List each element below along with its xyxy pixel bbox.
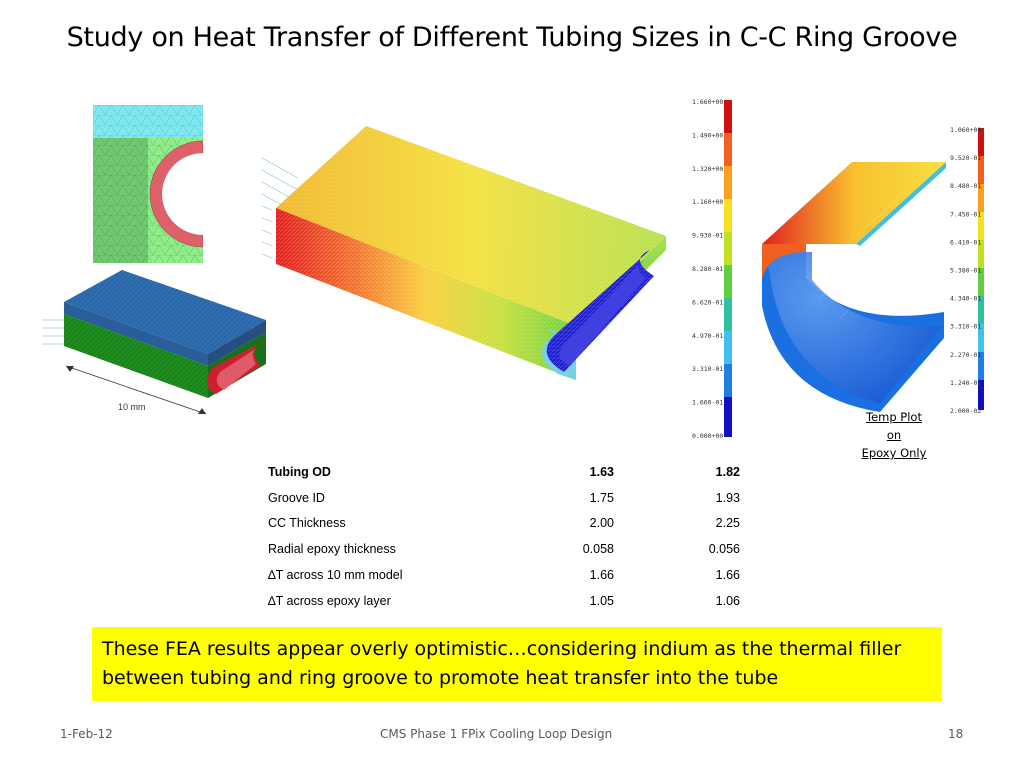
scale-tick-label: 1.060+00 [950,126,981,134]
row-value: 2.00 [589,516,614,531]
scale-tick-label: 0.000+00 [692,432,723,440]
scale-tick-label: 9.930-01 [692,232,723,240]
footer-title: CMS Phase 1 FPix Cooling Loop Design [380,727,613,741]
scale-bar [978,128,984,410]
row-value: 1.75 [589,490,614,505]
table-row: Tubing OD 1.63 1.82 [262,459,740,485]
temp-plot-label: Temp Plot on Epoxy Only [854,408,934,462]
scale-tick-label: 6.620-01 [692,298,723,306]
table-row: Groove ID 1.75 1.93 [262,485,740,511]
table-row: CC Thickness 2.00 2.25 [262,511,740,537]
scale-tick-label: 1.490+00 [692,131,723,139]
scale-tick-label: 1.160+00 [692,198,723,206]
scale-tick-label: 6.410-01 [950,238,981,246]
row-value: 0.058 [582,542,614,557]
row-value: 1.66 [715,568,740,583]
row-value: 1.93 [715,490,740,505]
scale-tick-label: 3.310-01 [692,365,723,373]
scale-tick-label: 5.380-01 [950,267,981,275]
scale-tick-label: 2.270-01 [950,351,981,359]
scale-tick-label: 4.340-01 [950,295,981,303]
conclusion-note: These FEA results appear overly optimist… [92,627,942,701]
row-value: 0.056 [708,542,740,557]
table-row: ∆T across epoxy layer 1.05 1.06 [262,588,740,614]
row-label: Radial epoxy thickness [268,542,396,557]
scale-tick-label: 1.240-01 [950,379,981,387]
row-value: 1.05 [589,593,614,608]
scale-tick-label: 7.450-01 [950,210,981,218]
temperature-plot-image [261,126,666,380]
row-value: 1.06 [715,593,740,608]
row-value: 1.82 [715,464,740,479]
scale-tick-label: 8.480-01 [950,182,981,190]
footer-date: 1-Feb-12 [60,727,113,741]
row-label: ∆T across epoxy layer [268,593,391,608]
scale-tick-label: 2.000-02 [950,407,981,415]
results-table: Tubing OD 1.63 1.82 Groove ID 1.75 1.93 CC Thi… [262,459,740,614]
row-value: 1.66 [589,568,614,583]
label-line: on [886,428,902,442]
row-label: Groove ID [268,490,325,505]
scale-bar [724,100,732,437]
scale-tick-label: 3.310-01 [950,323,981,331]
row-value: 2.25 [715,516,740,531]
row-label: Tubing OD [268,464,331,479]
scale-tick-label: 4.970-01 [692,332,723,340]
table-row: ∆T across 10 mm model 1.66 1.66 [262,562,740,588]
row-value: 1.63 [589,464,614,479]
model-isometric-image: 10 mm [42,270,266,415]
table-row: Radial epoxy thickness 0.058 0.056 [262,536,740,562]
dimension-label: 10 mm [118,402,146,412]
row-label: ∆T across 10 mm model [268,568,403,583]
row-label: CC Thickness [268,516,346,531]
slide-number: 18 [948,727,964,741]
scale-tick-label: 1.660+00 [692,98,723,106]
scale-tick-label: 1.660-01 [692,399,723,407]
temperature-scale-right: 1.060+00 9.520-01 8.480-01 7.450-01 6.410-01… [950,126,984,415]
label-line: Epoxy Only [861,446,927,460]
cross-section-mesh-image [93,105,203,263]
slide-title: Study on Heat Transfer of Different Tubi… [66,22,958,53]
scale-tick-label: 9.520-01 [950,154,981,162]
temperature-scale-left: 1.660+00 1.490+00 1.320+00 1.160+00 9.930-01… [692,98,732,440]
scale-tick-label: 1.320+00 [692,165,723,173]
epoxy-temperature-plot-image [762,162,946,412]
scale-tick-label: 8.280-01 [692,265,723,273]
label-line: Temp Plot [866,410,922,424]
